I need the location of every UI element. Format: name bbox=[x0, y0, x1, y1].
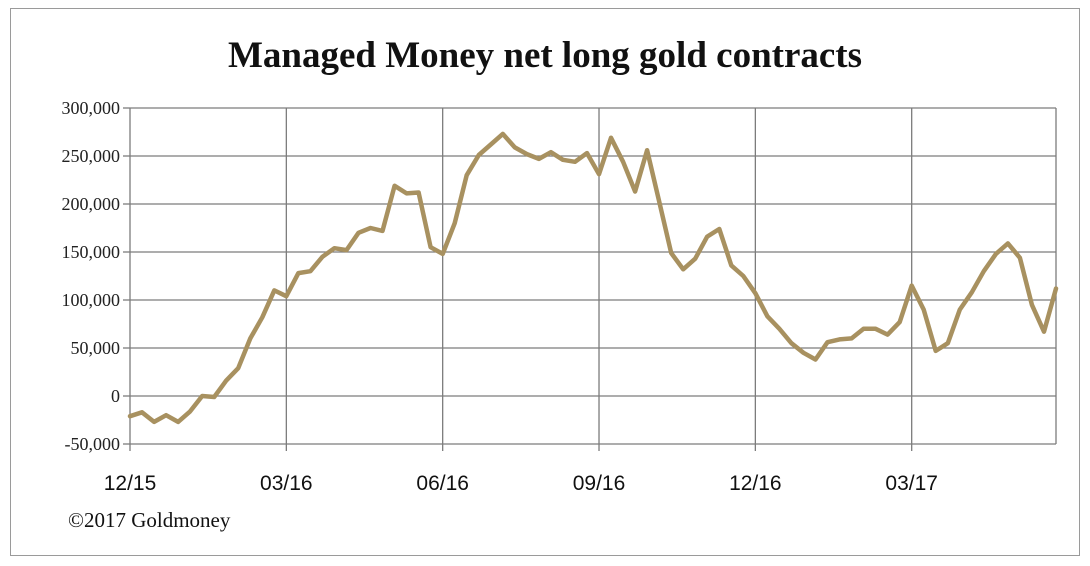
x-tick-label: 12/16 bbox=[729, 472, 782, 495]
x-tick-label: 12/15 bbox=[104, 472, 157, 495]
y-tick-label: 100,000 bbox=[62, 290, 121, 310]
x-tick-label: 03/17 bbox=[885, 472, 938, 495]
chart-title: Managed Money net long gold contracts bbox=[228, 35, 862, 76]
copyright-credit: ©2017 Goldmoney bbox=[68, 508, 231, 532]
y-tick-label: -50,000 bbox=[65, 434, 121, 454]
x-tick-label: 09/16 bbox=[573, 472, 626, 495]
chart-frame bbox=[10, 8, 1080, 556]
series-line bbox=[127, 131, 1059, 425]
grid bbox=[123, 107, 1057, 451]
x-tick-label: 06/16 bbox=[416, 472, 469, 495]
y-tick-label: 300,000 bbox=[62, 98, 121, 118]
y-tick-label: 150,000 bbox=[62, 242, 121, 262]
x-axis-ticks: 12/15 03/16 06/16 09/16 12/16 03/17 bbox=[104, 472, 938, 495]
y-tick-label: 200,000 bbox=[62, 194, 121, 214]
y-tick-label: 250,000 bbox=[62, 146, 121, 166]
y-tick-label: 0 bbox=[111, 386, 120, 406]
y-tick-label: 50,000 bbox=[71, 338, 121, 358]
y-axis-ticks: 300,000 250,000 200,000 150,000 100,000 50,00… bbox=[62, 98, 121, 454]
x-tick-label: 03/16 bbox=[260, 472, 313, 495]
series-points bbox=[129, 133, 1057, 422]
